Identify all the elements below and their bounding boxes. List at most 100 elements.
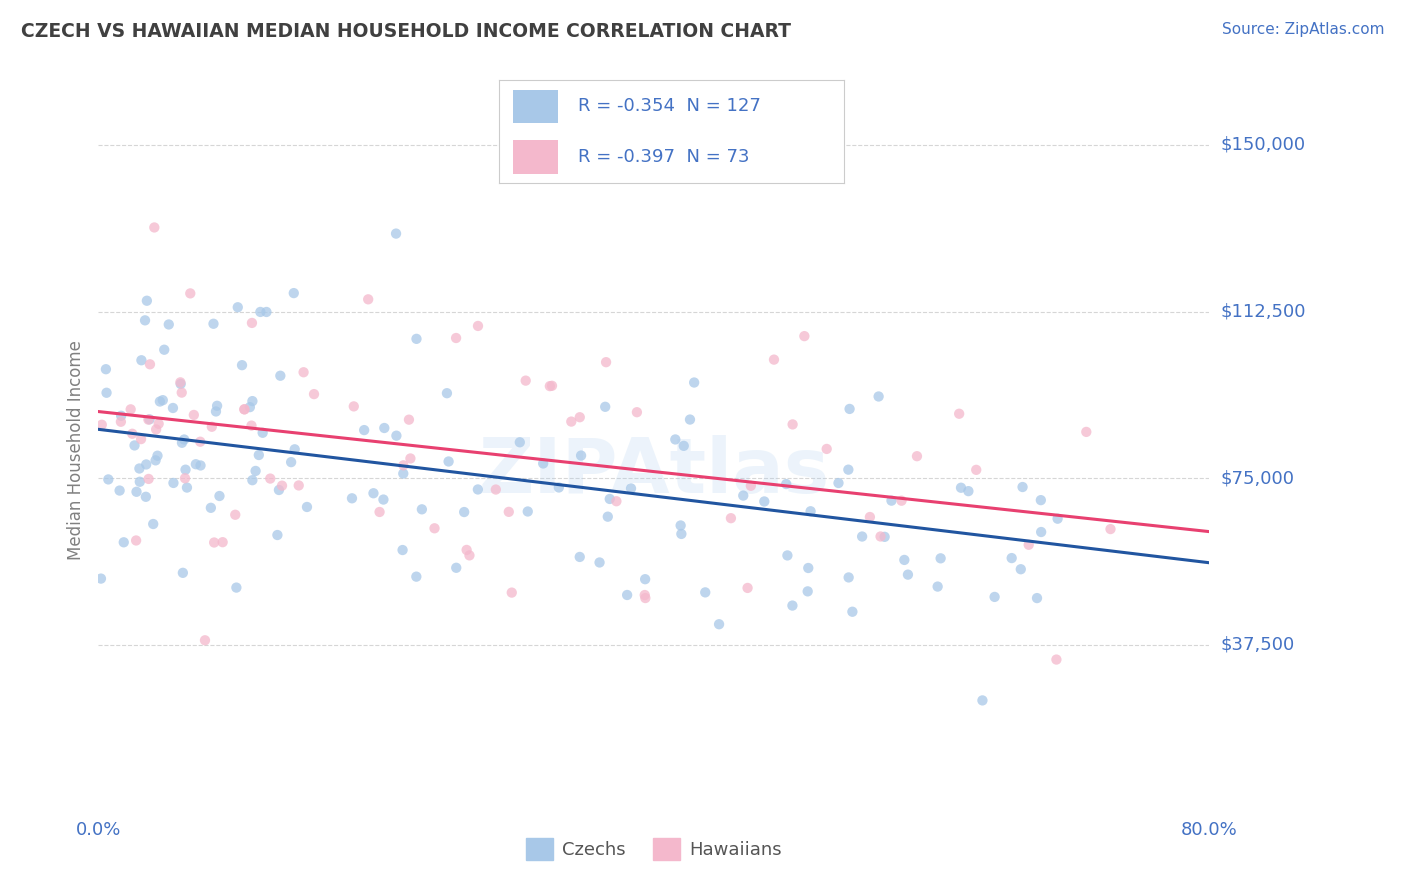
- Point: [671, 527, 693, 541]
- Point: [841, 605, 863, 619]
- Point: [498, 505, 520, 519]
- Point: [797, 561, 820, 575]
- Point: [897, 567, 920, 582]
- Point: [125, 533, 148, 548]
- Point: [112, 535, 135, 549]
- Point: [634, 588, 657, 602]
- Point: [124, 438, 146, 452]
- Point: [983, 590, 1005, 604]
- Point: [859, 510, 882, 524]
- Point: [1026, 591, 1049, 605]
- Point: [664, 433, 686, 447]
- Text: ZIPAtlas: ZIPAtlas: [478, 435, 830, 509]
- Point: [242, 394, 264, 409]
- Point: [121, 426, 143, 441]
- Point: [343, 400, 366, 414]
- Point: [211, 535, 233, 549]
- Point: [453, 505, 475, 519]
- Point: [205, 399, 228, 413]
- Point: [515, 374, 537, 388]
- Text: CZECH VS HAWAIIAN MEDIAN HOUSEHOLD INCOME CORRELATION CHART: CZECH VS HAWAIIAN MEDIAN HOUSEHOLD INCOM…: [21, 22, 792, 41]
- Point: [509, 435, 531, 450]
- Point: [444, 561, 467, 575]
- Point: [139, 357, 162, 371]
- Point: [837, 463, 859, 477]
- Point: [456, 543, 478, 558]
- Point: [129, 432, 152, 446]
- Point: [249, 305, 271, 319]
- Point: [568, 410, 591, 425]
- Point: [437, 454, 460, 468]
- Point: [593, 400, 616, 414]
- Point: [96, 385, 118, 400]
- Point: [174, 463, 197, 477]
- Text: $112,500: $112,500: [1220, 302, 1306, 320]
- Point: [596, 509, 619, 524]
- Point: [128, 461, 150, 475]
- Point: [247, 448, 270, 462]
- Point: [929, 551, 952, 566]
- Point: [827, 476, 849, 491]
- Point: [252, 425, 274, 440]
- Point: [357, 293, 380, 307]
- Point: [605, 494, 627, 508]
- Point: [149, 394, 172, 409]
- Point: [695, 585, 717, 599]
- Point: [162, 475, 184, 490]
- Point: [353, 423, 375, 437]
- Point: [173, 433, 195, 447]
- Point: [1018, 538, 1040, 552]
- Point: [190, 458, 212, 473]
- Point: [620, 482, 643, 496]
- Point: [256, 305, 278, 319]
- Point: [110, 409, 132, 423]
- Point: [373, 421, 395, 435]
- Point: [399, 451, 422, 466]
- Point: [368, 505, 391, 519]
- Point: [267, 483, 290, 497]
- Point: [754, 494, 776, 508]
- Point: [363, 486, 385, 500]
- Point: [1046, 512, 1069, 526]
- Point: [183, 408, 205, 422]
- Point: [226, 300, 249, 314]
- Point: [669, 518, 692, 533]
- Text: R = -0.397  N = 73: R = -0.397 N = 73: [578, 148, 749, 166]
- Point: [405, 332, 427, 346]
- Point: [1099, 522, 1122, 536]
- Point: [707, 617, 730, 632]
- Point: [775, 477, 797, 491]
- Point: [569, 449, 592, 463]
- Point: [135, 458, 157, 472]
- Point: [125, 484, 148, 499]
- Text: $75,000: $75,000: [1220, 469, 1295, 487]
- Point: [541, 378, 564, 392]
- Point: [200, 500, 222, 515]
- Point: [436, 386, 458, 401]
- Point: [626, 405, 648, 419]
- Point: [138, 472, 160, 486]
- Point: [595, 355, 617, 369]
- Point: [94, 362, 117, 376]
- Point: [720, 511, 742, 525]
- Point: [501, 585, 523, 599]
- Point: [634, 572, 657, 586]
- Point: [776, 549, 799, 563]
- Point: [170, 435, 193, 450]
- Point: [793, 329, 815, 343]
- Point: [134, 313, 156, 327]
- Point: [1011, 480, 1033, 494]
- Point: [1076, 425, 1098, 439]
- Point: [266, 528, 288, 542]
- Point: [851, 529, 873, 543]
- Text: Source: ZipAtlas.com: Source: ZipAtlas.com: [1222, 22, 1385, 37]
- Point: [385, 428, 408, 442]
- Point: [392, 467, 415, 481]
- Point: [733, 489, 755, 503]
- Point: [568, 549, 591, 564]
- Point: [683, 376, 706, 390]
- Point: [138, 412, 160, 426]
- Point: [245, 464, 267, 478]
- Point: [634, 591, 657, 605]
- Point: [868, 389, 890, 403]
